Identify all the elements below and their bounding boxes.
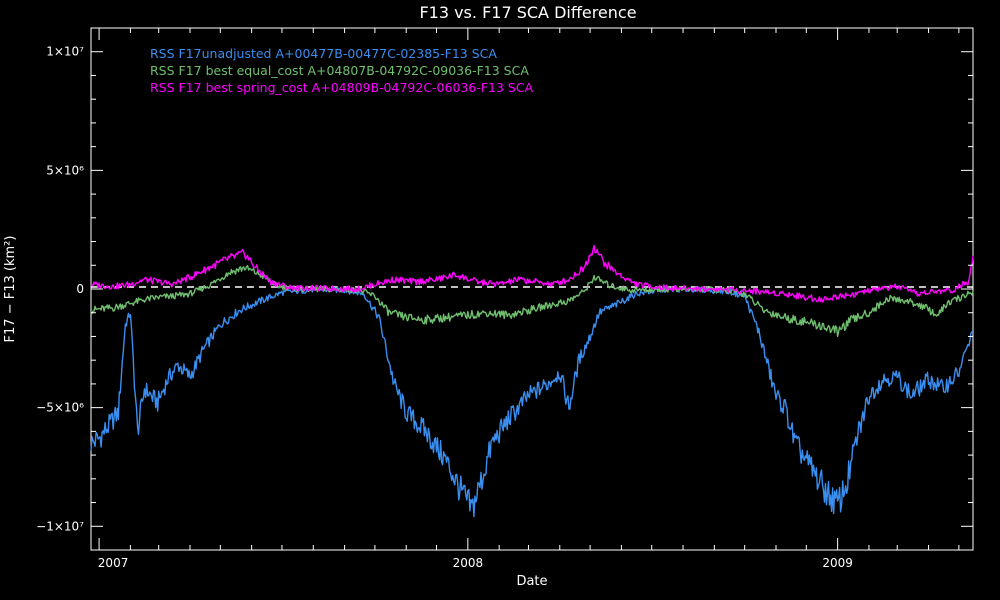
plot-frame	[90, 27, 974, 551]
chart-title: F13 vs. F17 SCA Difference	[419, 3, 636, 22]
series-layer	[90, 244, 974, 518]
ticks-layer: 2007 2008 2009 1×10⁷ 5×10⁶ 0 −5×10⁶ −1×10⁷	[36, 28, 973, 570]
series-line-1	[90, 285, 974, 518]
y-tick-label: 0	[76, 282, 84, 296]
series-line-3	[90, 244, 974, 303]
x-tick-label: 2009	[822, 556, 853, 570]
y-axis-label: F17 − F13 (km²)	[3, 236, 18, 343]
x-tick-label: 2007	[98, 556, 129, 570]
x-axis-label: Date	[516, 574, 547, 589]
legend-entry-3: RSS F17 best spring_cost A+04809B-04792C…	[150, 80, 534, 95]
y-tick-label: −5×10⁶	[36, 401, 84, 415]
y-tick-label: 5×10⁶	[46, 163, 84, 177]
legend: RSS F17unadjusted A+00477B-00477C-02385-…	[150, 46, 534, 95]
x-tick-label: 2008	[453, 556, 484, 570]
legend-entry-1: RSS F17unadjusted A+00477B-00477C-02385-…	[150, 46, 497, 61]
series-line-2	[90, 265, 974, 337]
y-tick-label: 1×10⁷	[46, 45, 84, 59]
legend-entry-2: RSS F17 best equal_cost A+04807B-04792C-…	[150, 63, 529, 78]
y-tick-label: −1×10⁷	[36, 519, 84, 533]
